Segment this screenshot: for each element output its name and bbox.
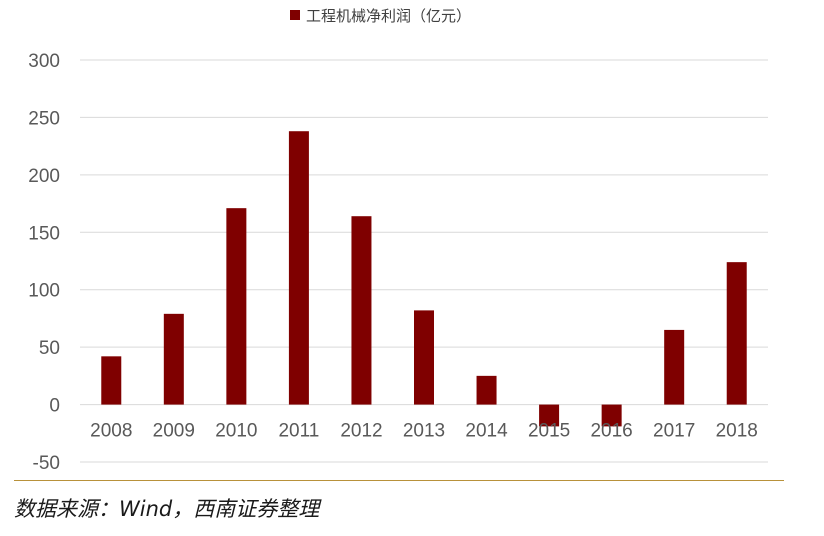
- x-tick-label: 2010: [215, 421, 257, 442]
- y-tick-label: -50: [33, 453, 60, 474]
- x-tick-label: 2017: [653, 421, 695, 442]
- x-tick-label: 2012: [340, 421, 382, 442]
- bar-2013: [414, 310, 434, 405]
- x-tick-label: 2018: [716, 421, 758, 442]
- bar-2014: [476, 375, 497, 405]
- x-tick-label: 2009: [153, 421, 195, 442]
- x-tick-label: 2016: [590, 421, 632, 442]
- x-tick-label: 2013: [403, 421, 445, 442]
- bar-2010: [226, 208, 247, 405]
- bar-2016: [601, 404, 622, 427]
- bar-2017: [664, 329, 685, 405]
- legend-swatch: [290, 10, 300, 20]
- legend-label: 工程机械净利润（亿元）: [306, 7, 471, 25]
- y-tick-label: 100: [28, 281, 60, 302]
- bars: [101, 131, 747, 427]
- bar-2018: [726, 262, 747, 405]
- y-tick-label: 200: [28, 166, 60, 187]
- y-tick-label: 300: [28, 51, 60, 72]
- y-tick-label: 50: [39, 338, 60, 359]
- x-tick-label: 2011: [278, 421, 319, 442]
- x-axis-ticks: 2008 2009 2010 2011 2012 2013 2014 2015 2016 2017…: [90, 421, 758, 442]
- legend: 工程机械净利润（亿元）: [290, 7, 471, 25]
- bar-2011: [288, 131, 309, 405]
- source-note: 数据来源：Wind，西南证券整理: [14, 497, 320, 521]
- bar-2009: [163, 313, 184, 405]
- y-axis-ticks: 300 250 200 150 100 50 0 -50: [28, 51, 60, 474]
- bar-2012: [351, 216, 372, 405]
- y-tick-label: 0: [49, 396, 60, 417]
- source-divider: [14, 480, 784, 481]
- bar-2015: [539, 404, 560, 427]
- x-tick-label: 2008: [90, 421, 132, 442]
- x-tick-label: 2014: [465, 421, 508, 442]
- y-tick-label: 150: [28, 223, 60, 244]
- bar-2008: [101, 356, 122, 405]
- x-tick-label: 2015: [528, 421, 570, 442]
- y-tick-label: 250: [28, 108, 60, 129]
